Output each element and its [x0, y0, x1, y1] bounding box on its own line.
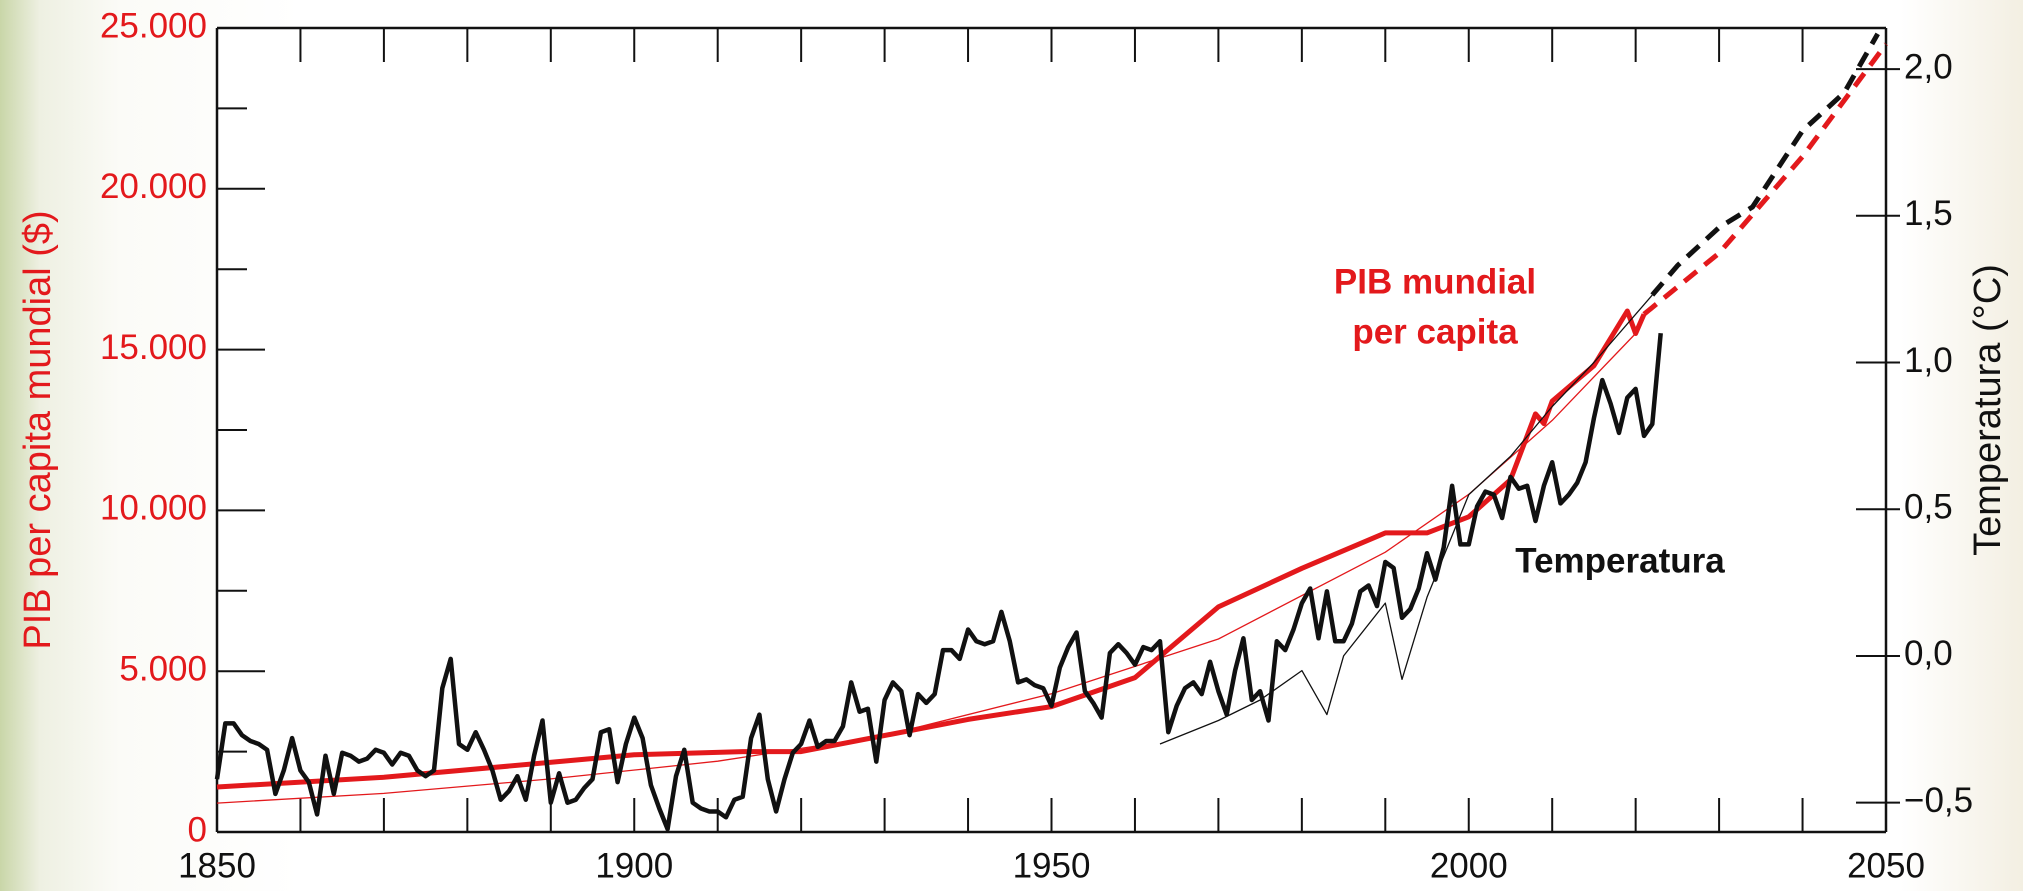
annotation: Temperatura — [1515, 541, 1725, 580]
x-tick-label: 2050 — [1847, 846, 1925, 885]
x-tick-label: 1850 — [178, 846, 256, 885]
plot-area — [217, 28, 1886, 832]
series-line — [1159, 294, 1653, 745]
y2-tick-label: −0,5 — [1904, 781, 1973, 820]
y-tick-label: 10.000 — [100, 489, 207, 528]
y-axis-title: PIB per capita mundial ($) — [17, 210, 59, 649]
y-tick-label: 5.000 — [119, 649, 207, 688]
annotation: PIB mundial — [1334, 262, 1536, 301]
y2-tick-label: 1,0 — [1904, 341, 1953, 380]
y-tick-label: 25.000 — [100, 6, 207, 45]
series-line — [1650, 32, 1880, 297]
y2-tick-label: 2,0 — [1904, 47, 1953, 86]
y2-tick-label: 0,0 — [1904, 634, 1953, 673]
y2-tick-label: 0,5 — [1904, 487, 1953, 526]
series-line — [214, 332, 1663, 832]
y-tick-label: 0 — [188, 810, 207, 849]
x-tick-label: 1900 — [595, 846, 673, 885]
annotation: per capita — [1352, 312, 1518, 351]
x-tick-label: 1950 — [1013, 846, 1091, 885]
y2-axis-title: Temperatura (°C) — [1967, 264, 2009, 556]
series-line — [1642, 42, 1889, 317]
x-tick-label: 2000 — [1430, 846, 1508, 885]
y-tick-label: 20.000 — [100, 167, 207, 206]
y2-tick-label: 1,5 — [1904, 194, 1953, 233]
y-tick-label: 15.000 — [100, 328, 207, 367]
